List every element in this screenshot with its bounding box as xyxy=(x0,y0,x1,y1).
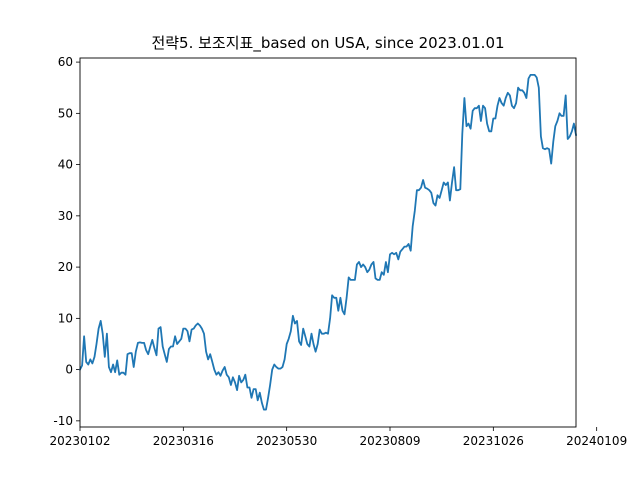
x-tick-label: 20230316 xyxy=(153,434,214,448)
plot-area xyxy=(80,58,576,427)
y-tick-label: 30 xyxy=(58,209,73,223)
plot-frame xyxy=(79,57,577,428)
y-tick-label: 10 xyxy=(58,311,73,325)
x-tick-label: 20240109 xyxy=(566,434,627,448)
y-axis-ticks: -10 0 10 20 30 40 50 60 xyxy=(53,55,80,428)
y-tick-label: 0 xyxy=(65,363,73,377)
y-tick-label: 60 xyxy=(58,55,73,69)
x-axis-ticks: 20230102 20230316 20230530 20230809 20231026… xyxy=(49,427,627,448)
chart-title: 전략5. 보조지표_based on USA, since 2023.01.01 xyxy=(151,34,504,53)
y-tick-label: 40 xyxy=(58,158,73,172)
x-tick-label: 20230809 xyxy=(359,434,420,448)
y-tick-label: 20 xyxy=(58,260,73,274)
y-tick-label: -10 xyxy=(53,414,73,428)
series-line xyxy=(78,74,578,411)
x-tick-label: 20231026 xyxy=(463,434,524,448)
x-tick-label: 20230102 xyxy=(49,434,110,448)
y-tick-label: 50 xyxy=(58,106,73,120)
x-tick-label: 20230530 xyxy=(256,434,317,448)
